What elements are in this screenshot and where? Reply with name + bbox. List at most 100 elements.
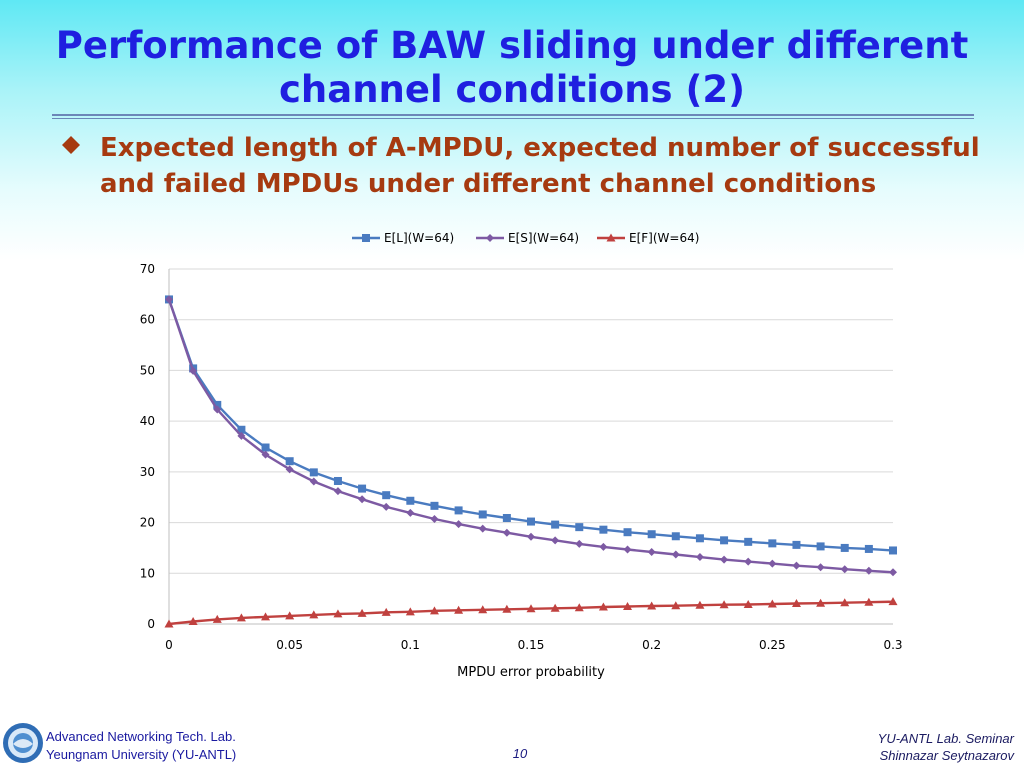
data-point (333, 476, 342, 485)
data-point (671, 601, 681, 610)
data-point (864, 597, 874, 606)
data-point (647, 530, 656, 539)
data-point (864, 544, 873, 553)
data-point (840, 543, 849, 552)
footer-presenter: Shinnazar Seytnazarov (879, 748, 1014, 763)
legend-item: E[S](W=64) (476, 231, 579, 245)
x-tick-label: 0 (165, 638, 173, 652)
data-point (381, 607, 391, 616)
data-point (623, 528, 632, 537)
series-line (167, 299, 894, 574)
data-point (864, 566, 873, 575)
data-point (309, 477, 318, 486)
page-number: 10 (512, 746, 528, 761)
data-point (792, 540, 801, 549)
data-point (889, 546, 897, 555)
data-point (189, 366, 198, 375)
legend-label: E[S](W=64) (508, 231, 579, 245)
legend-marker (486, 234, 494, 242)
data-point (551, 536, 560, 545)
x-tick-label: 0.05 (276, 638, 303, 652)
footer-seminar: YU-ANTL Lab. Seminar (877, 731, 1014, 746)
data-point (454, 520, 463, 529)
data-point (744, 557, 753, 566)
y-tick-label: 0 (147, 617, 155, 631)
data-point (744, 537, 753, 546)
data-point (768, 539, 777, 548)
series-group (164, 295, 898, 628)
data-point (719, 600, 729, 609)
data-point (768, 559, 777, 568)
data-point (502, 514, 511, 523)
data-point (574, 603, 584, 612)
slide-title-line-1: Performance of BAW sliding under differe… (55, 24, 969, 67)
data-point (261, 612, 271, 621)
slide-title: Performance of BAW sliding under differe… (40, 24, 984, 112)
data-point (599, 525, 608, 534)
x-tick-label: 0.15 (518, 638, 545, 652)
data-point (357, 608, 367, 617)
y-tick-label: 60 (140, 313, 155, 327)
footer-lab-info: Advanced Networking Tech. Lab. Yeungnam … (46, 728, 236, 764)
bullet-text-line-1: Expected length of A-MPDU, expected numb… (100, 133, 980, 163)
data-point (285, 465, 294, 474)
data-point (502, 528, 511, 537)
data-point (816, 563, 825, 572)
data-point (840, 565, 849, 574)
data-point (285, 611, 295, 620)
data-point (575, 523, 584, 532)
gridlines (169, 268, 893, 574)
x-tick-label: 0.3 (883, 638, 902, 652)
data-point (285, 457, 294, 466)
data-point (550, 603, 560, 612)
data-point (478, 510, 487, 519)
data-point (333, 487, 342, 496)
legend-item: E[F](W=64) (597, 231, 699, 245)
diamond-bullet-icon (62, 136, 80, 154)
series-1 (165, 295, 897, 577)
data-point (527, 517, 535, 526)
data-point (333, 609, 343, 618)
data-point (575, 539, 584, 548)
data-point (164, 619, 174, 628)
university-logo-icon (3, 723, 43, 763)
data-point (767, 599, 777, 608)
data-point (623, 602, 633, 611)
data-point (213, 400, 222, 409)
data-point (237, 425, 246, 434)
x-tick-label: 0.1 (401, 638, 420, 652)
data-point (237, 431, 246, 440)
data-point (406, 508, 415, 517)
data-point (188, 616, 198, 625)
title-divider-top (52, 114, 974, 116)
data-point (527, 532, 535, 541)
data-point (405, 607, 415, 616)
data-point (478, 524, 487, 533)
data-point (647, 601, 657, 610)
data-point (261, 450, 270, 459)
title-divider-bottom (52, 118, 974, 119)
data-point (454, 605, 464, 614)
data-point (261, 443, 270, 452)
data-point (430, 501, 439, 510)
y-tick-label: 30 (140, 465, 155, 479)
series-line (167, 299, 894, 552)
line-chart: 0 10 20 30 40 50 60 70 0 0.05 0.1 0.15 0.2 0.25 0.3 E[… (140, 231, 903, 680)
legend-marker (606, 233, 616, 242)
data-point (212, 614, 222, 623)
data-point (478, 605, 488, 614)
data-point (551, 520, 560, 529)
y-tick-label: 10 (140, 566, 155, 580)
data-point (695, 553, 704, 562)
data-point (647, 547, 656, 556)
bullet-text: Expected length of A-MPDU, expected numb… (100, 130, 980, 202)
data-point (213, 405, 222, 414)
data-point (816, 598, 826, 607)
data-point (671, 550, 680, 559)
data-point (889, 568, 897, 577)
series-2 (164, 597, 898, 628)
data-point (695, 600, 705, 609)
data-point (720, 555, 729, 564)
data-point (165, 295, 173, 304)
y-tick-label: 50 (140, 363, 155, 377)
